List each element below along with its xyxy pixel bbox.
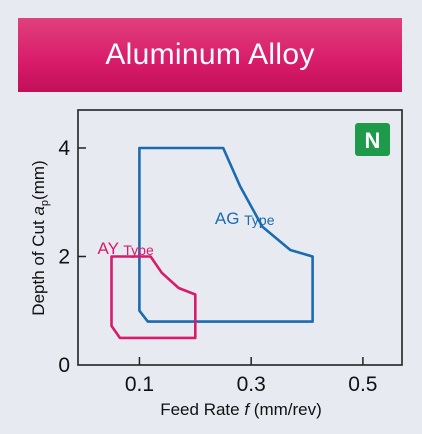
- series-group: AG Type AY Type: [98, 146, 314, 340]
- y-tick-label: 2: [58, 245, 70, 268]
- x-tick-label: 0.5: [348, 373, 377, 396]
- series-outline: [110, 255, 197, 340]
- title-banner: Aluminum Alloy: [18, 18, 402, 92]
- x-tick-label: 0.3: [237, 373, 266, 396]
- y-axis-label: Depth of Cut ap(mm): [29, 160, 51, 315]
- axis-ticks: 0.1 0.3 0.5 0 2 4: [58, 137, 377, 396]
- series-label: AY Type: [98, 239, 154, 258]
- y-tick-label: 0: [58, 354, 70, 377]
- page-title: Aluminum Alloy: [105, 38, 315, 71]
- x-tick-label: 0.1: [125, 373, 154, 396]
- y-tick-label: 4: [58, 137, 70, 160]
- series-outline: [138, 146, 314, 323]
- n-badge-box: [355, 123, 390, 156]
- n-badge: N: [355, 123, 390, 156]
- n-badge-label: N: [365, 128, 381, 153]
- series-label: AG Type: [215, 209, 275, 228]
- x-axis-label: Feed Rate f (mm/rev): [160, 400, 322, 419]
- plot-frame: [77, 109, 403, 366]
